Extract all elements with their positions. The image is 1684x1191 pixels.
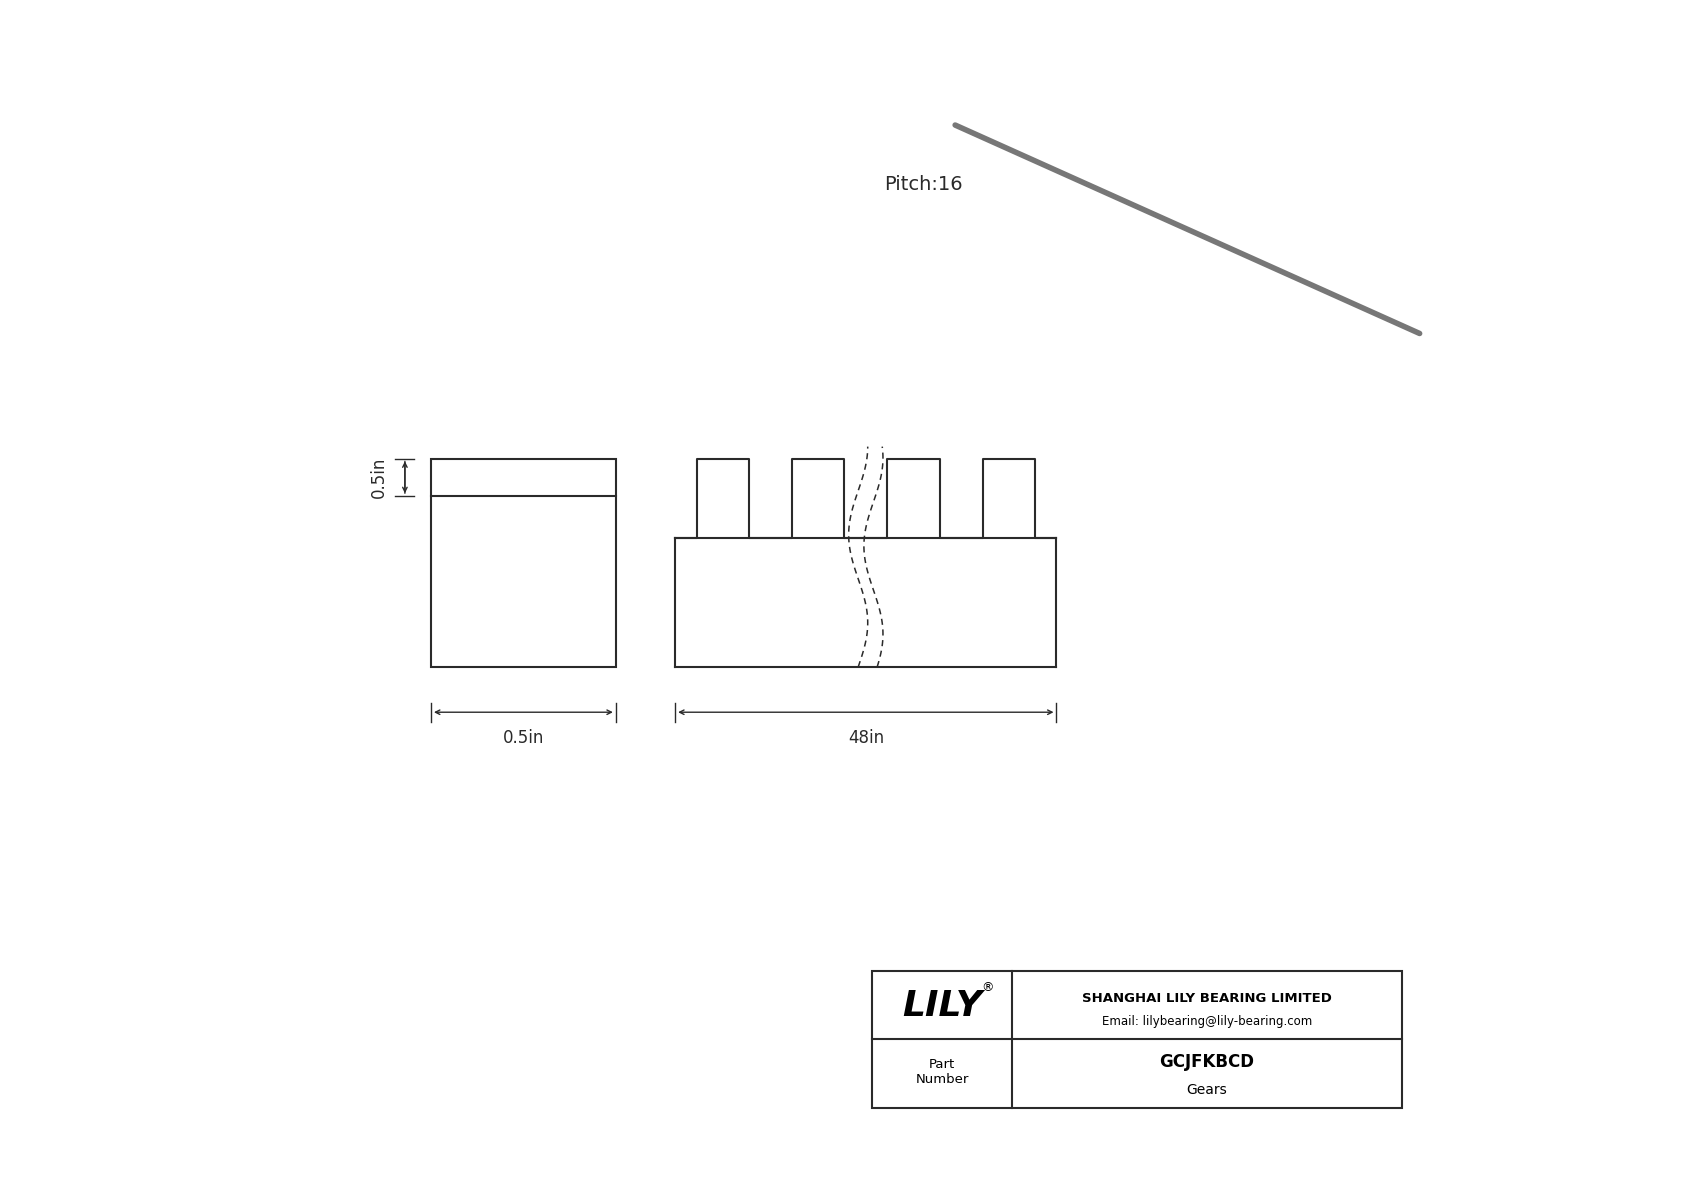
- Text: ®: ®: [982, 980, 994, 993]
- Text: Email: lilybearing@lily-bearing.com: Email: lilybearing@lily-bearing.com: [1101, 1015, 1312, 1028]
- Text: Part
Number: Part Number: [916, 1058, 968, 1086]
- Text: SHANGHAI LILY BEARING LIMITED: SHANGHAI LILY BEARING LIMITED: [1083, 992, 1332, 1004]
- Bar: [872, 971, 1401, 1108]
- Text: Gears: Gears: [1187, 1083, 1228, 1097]
- Text: LILY: LILY: [903, 990, 982, 1023]
- Text: 48in: 48in: [847, 729, 884, 748]
- Text: GCJFKBCD: GCJFKBCD: [1160, 1053, 1255, 1072]
- Text: 0.5in: 0.5in: [370, 456, 387, 498]
- Bar: [431, 459, 616, 667]
- Text: Pitch:16: Pitch:16: [884, 175, 962, 194]
- Text: 0.5in: 0.5in: [504, 729, 544, 748]
